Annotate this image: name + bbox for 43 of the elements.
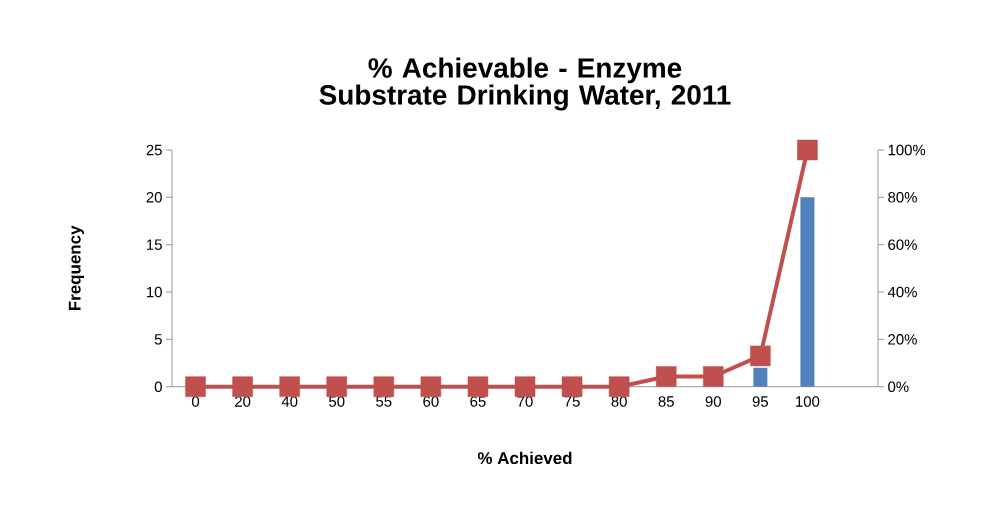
- x-axis-title: % Achieved: [477, 451, 572, 465]
- y2-tick-label: 80%: [888, 192, 917, 203]
- point: [561, 376, 583, 397]
- x-tick-label: 55: [376, 396, 392, 407]
- point: [326, 376, 347, 397]
- y-tick-label: 10: [147, 286, 162, 298]
- x-tick-label: 0: [191, 396, 200, 407]
- y2-tick-label: 0%: [888, 381, 909, 392]
- point: [655, 366, 677, 387]
- y-tick-label: 0: [154, 381, 162, 392]
- x-tick-label: 100: [796, 396, 820, 407]
- y2-tick-label: 20%: [888, 334, 917, 345]
- point: [750, 345, 771, 367]
- point: [703, 366, 724, 387]
- chart-title: % Achievable - Enzyme Substrate Drinking Water, 2011: [319, 57, 731, 111]
- point: [185, 376, 206, 397]
- y2-tick-label: 60%: [888, 239, 917, 250]
- x-tick-label: 60: [423, 396, 439, 407]
- point: [467, 376, 489, 397]
- x-tick-label: 85: [658, 396, 674, 407]
- y2-tick-label: 100%: [888, 144, 926, 156]
- x-tick-label: 95: [752, 396, 769, 407]
- y-tick-label: 25: [146, 144, 162, 156]
- y-tick-label: 5: [154, 334, 162, 345]
- x-tick-label: 90: [705, 396, 721, 407]
- point: [279, 376, 300, 397]
- x-tick-label: 80: [611, 396, 627, 407]
- x-tick-label: 40: [281, 396, 298, 407]
- point: [514, 376, 536, 397]
- y2-tick-label: 40%: [887, 286, 917, 298]
- x-tick-label: 70: [517, 396, 533, 407]
- y-axis-title: Frequency: [68, 225, 85, 311]
- point: [797, 139, 818, 161]
- x-tick-label: 20: [235, 396, 251, 407]
- y-tick-label: 15: [147, 239, 162, 250]
- point: [232, 376, 253, 397]
- x-tick-label: 75: [564, 396, 580, 407]
- x-tick-label: 50: [329, 396, 345, 407]
- x-tick-label: 65: [470, 396, 486, 407]
- y-tick-label: 20: [146, 192, 162, 203]
- point: [608, 376, 630, 397]
- point: [420, 376, 442, 397]
- point: [373, 376, 395, 397]
